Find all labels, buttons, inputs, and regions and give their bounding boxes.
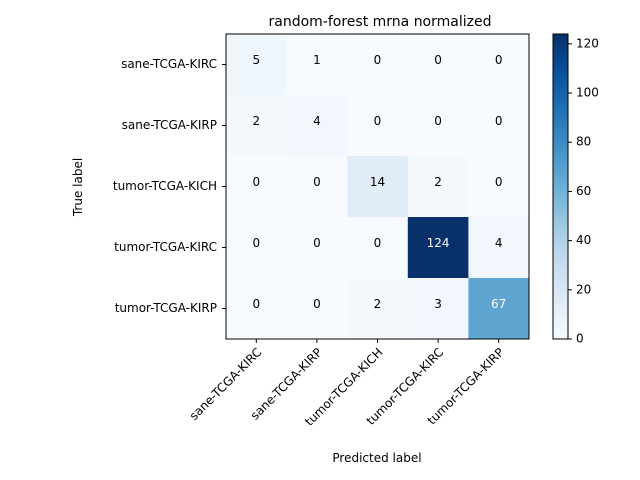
heatmap-cells: 5 1 0 0 0 2 4 0 0 0 0 0 14 2 0 0 0 0 124 4 0 0 2 3 67 — [226, 34, 530, 340]
colorbar — [552, 33, 569, 340]
cell-value-label: 4 — [313, 114, 321, 128]
heatmap-cell — [347, 156, 409, 218]
y-tick-label: sane-TCGA-KIRP — [122, 118, 217, 132]
colorbar-tick-label: 0 — [576, 332, 584, 346]
heatmap-cell — [468, 95, 530, 157]
cell-value-label: 0 — [374, 114, 382, 128]
heatmap-cell — [286, 217, 348, 279]
heatmap-cell — [407, 34, 469, 96]
column-tick-labels: sane-TCGA-KIRCsane-TCGA-KIRPtumor-TCGA-K… — [187, 339, 507, 429]
cell-value-label: 1 — [313, 53, 321, 67]
colorbar-ticks: 0 20 40 60 80 100 120 — [568, 36, 599, 346]
colorbar-tick-label: 60 — [576, 184, 591, 198]
colorbar-tick-label: 80 — [576, 135, 591, 149]
x-axis-label: Predicted label — [332, 451, 421, 465]
cell-value-label: 3 — [434, 297, 442, 311]
plot-frame — [225, 33, 530, 340]
cell-value-label: 14 — [370, 175, 385, 189]
cell-value-label: 0 — [434, 53, 442, 67]
heatmap-cell — [226, 95, 288, 157]
heatmap-cell — [407, 95, 469, 157]
colorbar-tick-label: 20 — [576, 282, 591, 296]
heatmap-cell — [407, 156, 469, 218]
colorbar-tick-label: 120 — [576, 36, 599, 50]
cell-value-label: 0 — [252, 175, 260, 189]
heatmap-cell — [347, 217, 409, 279]
heatmap-cell — [468, 278, 530, 340]
y-tick-label: tumor-TCGA-KICH — [113, 179, 217, 193]
cell-value-label: 0 — [495, 53, 503, 67]
heatmap-cell — [226, 217, 288, 279]
y-tick-label: tumor-TCGA-KIRC — [114, 240, 217, 254]
cell-value-label: 0 — [313, 236, 321, 250]
cell-value-label: 0 — [313, 297, 321, 311]
cell-value-label: 0 — [252, 297, 260, 311]
colorbar-tick-label: 40 — [576, 233, 591, 247]
heatmap-cell — [407, 217, 469, 279]
heatmap-cell — [226, 34, 288, 96]
cell-value-label: 0 — [495, 175, 503, 189]
colorbar-tick-label: 100 — [576, 86, 599, 100]
y-tick-label: sane-TCGA-KIRC — [121, 57, 217, 71]
heatmap-cell — [286, 34, 348, 96]
cell-value-label: 5 — [252, 53, 260, 67]
heatmap-cell — [468, 34, 530, 96]
chart-title: random-forest mrna normalized — [269, 14, 492, 30]
heatmap-cell — [407, 278, 469, 340]
cell-value-label: 0 — [495, 114, 503, 128]
cell-value-label: 4 — [495, 236, 503, 250]
cell-value-label: 2 — [252, 114, 260, 128]
heatmap-cell — [347, 95, 409, 157]
heatmap-cell — [347, 34, 409, 96]
heatmap-cell — [468, 156, 530, 218]
row-tick-labels: sane-TCGA-KIRC sane-TCGA-KIRP tumor-TCGA-K… — [113, 57, 226, 315]
cell-value-label: 0 — [434, 114, 442, 128]
heatmap-cell — [347, 278, 409, 340]
heatmap-cell — [286, 156, 348, 218]
heatmap-cell — [286, 278, 348, 340]
heatmap-cell — [286, 95, 348, 157]
cell-value-label: 2 — [434, 175, 442, 189]
cell-value-label: 0 — [374, 236, 382, 250]
heatmap-cell — [468, 217, 530, 279]
cell-value-label: 124 — [427, 236, 450, 250]
cell-value-label: 0 — [374, 53, 382, 67]
heatmap-cell — [226, 278, 288, 340]
cell-value-label: 0 — [252, 236, 260, 250]
cell-value-label: 2 — [374, 297, 382, 311]
y-axis-label: True label — [71, 158, 85, 217]
y-tick-label: tumor-TCGA-KIRP — [115, 301, 217, 315]
cell-value-label: 67 — [491, 297, 506, 311]
heatmap-cell — [226, 156, 288, 218]
cell-value-label: 0 — [313, 175, 321, 189]
